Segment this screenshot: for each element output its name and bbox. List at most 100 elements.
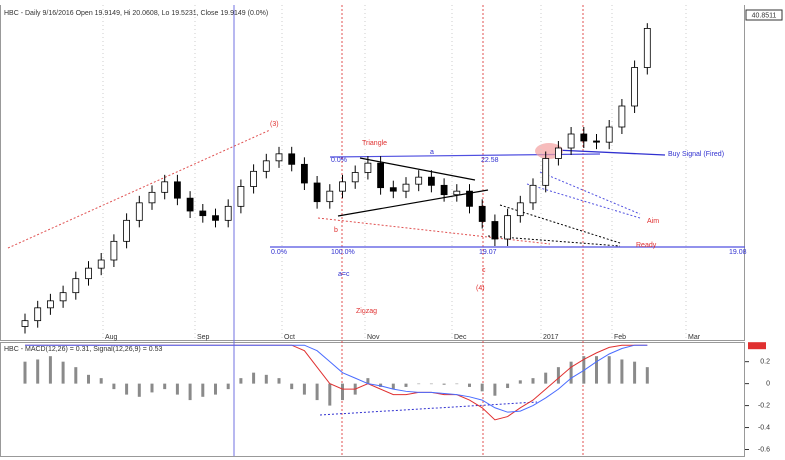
candle-body	[402, 183, 410, 192]
y-tick-label: -0.6	[758, 446, 770, 453]
macd-badge	[748, 342, 766, 350]
annotation: 100.0%	[331, 249, 355, 256]
candle-body	[123, 219, 130, 242]
histogram-bar	[23, 361, 27, 384]
annotation: (3)	[270, 121, 279, 128]
histogram-bar	[366, 378, 370, 384]
candle-body	[173, 181, 181, 199]
histogram-bar	[518, 380, 522, 384]
candle-body	[491, 221, 499, 240]
candle-body	[364, 162, 372, 173]
candle-body	[415, 176, 423, 185]
candle-body	[351, 172, 359, 183]
title-bar	[0, 0, 785, 5]
histogram-bar	[506, 383, 510, 389]
histogram-bar	[163, 383, 167, 390]
histogram-bar	[645, 367, 649, 384]
annotation: 19.07	[479, 249, 497, 256]
candle-body	[643, 28, 651, 68]
annotation: 0.0%	[331, 157, 347, 164]
histogram-bar	[61, 361, 65, 384]
buy-arrow	[554, 149, 666, 156]
candle-body	[72, 278, 80, 294]
histogram-bar	[36, 359, 40, 384]
candle-body	[593, 140, 600, 143]
annotation: a	[430, 149, 434, 156]
histogram-bar	[302, 383, 306, 395]
candle-body	[161, 181, 169, 193]
candle-body	[288, 153, 296, 165]
y-tick-label: -0.2	[758, 402, 770, 409]
candle-body	[313, 182, 321, 203]
annotation: Aim	[647, 218, 659, 225]
histogram-bar	[125, 383, 129, 395]
annotation: 22.58	[481, 157, 499, 164]
candle-body	[618, 105, 626, 128]
histogram-bar	[455, 383, 459, 385]
candle-body	[631, 67, 638, 107]
histogram-bar	[87, 374, 90, 384]
histogram-bar	[493, 383, 497, 396]
candle-body	[300, 163, 308, 184]
histogram-bar	[252, 372, 256, 384]
histogram-bar	[341, 383, 344, 401]
annotation: 19.08	[729, 249, 747, 256]
candle-body	[504, 215, 512, 240]
candle-body	[237, 186, 245, 207]
x-tick-label: Mar	[688, 334, 701, 341]
x-tick-label: Oct	[284, 334, 295, 341]
candle-body	[110, 240, 118, 261]
signal-line	[25, 344, 648, 413]
candle-body	[567, 133, 575, 149]
histogram-bar	[214, 383, 217, 395]
histogram-bar	[607, 356, 611, 384]
candle-body	[478, 205, 486, 222]
histogram-bar	[226, 383, 230, 390]
x-tick-label: Sep	[197, 334, 210, 341]
macd-title: HBC - MACD(12,26) = 0.31, Signal(12,26,9…	[4, 346, 162, 353]
histogram-bar	[480, 383, 484, 392]
candle-body	[212, 215, 219, 221]
candle-body	[47, 300, 54, 309]
candle-body	[224, 205, 232, 221]
histogram-bar	[150, 383, 154, 393]
annotation: c	[482, 267, 486, 274]
triangle-line	[337, 189, 489, 217]
chart-title: HBC - Daily 9/16/2016 Open 19.9149, Hi 2…	[4, 10, 268, 17]
histogram-bar	[175, 383, 179, 395]
x-tick-label: Aug	[105, 334, 118, 341]
histogram-bar	[99, 378, 103, 384]
candle-body	[148, 191, 156, 204]
candle-body	[339, 181, 346, 192]
histogram-bar	[531, 378, 535, 384]
candle-body	[135, 202, 143, 221]
histogram-bar	[48, 356, 52, 384]
candle-body	[516, 202, 524, 217]
annotation: 0.0%	[271, 249, 287, 256]
macd-panel	[0, 342, 745, 457]
x-tick-label: Feb	[614, 334, 626, 341]
candle-body	[377, 162, 385, 189]
y-tick-label: 0.2	[760, 359, 770, 366]
y-tick-label: -0.4	[758, 424, 770, 431]
histogram-bar	[442, 383, 446, 385]
histogram-bar	[633, 361, 637, 384]
histogram-bar	[239, 378, 243, 384]
histogram-bar	[188, 383, 192, 401]
candle-body	[275, 153, 283, 162]
candle-body	[555, 147, 562, 159]
candle-body	[326, 190, 334, 203]
candle-body	[21, 320, 29, 327]
histogram-bar	[620, 359, 624, 384]
histogram-bar	[556, 367, 560, 384]
candle-body	[605, 126, 613, 143]
x-tick-label: Dec	[454, 334, 467, 341]
candle-body	[389, 187, 397, 192]
annotation: Zigzag	[356, 308, 377, 315]
histogram-bar	[429, 383, 433, 385]
histogram-bar	[595, 356, 598, 384]
annotation: b	[334, 227, 338, 234]
histogram-bar	[391, 383, 395, 390]
